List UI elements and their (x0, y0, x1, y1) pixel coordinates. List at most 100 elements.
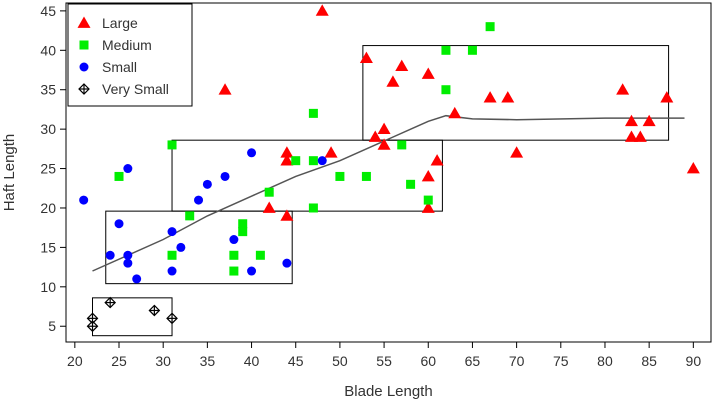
point-large (624, 114, 638, 127)
point-small (317, 156, 327, 166)
point-large (660, 91, 674, 103)
x-tick-label: 80 (597, 353, 613, 369)
legend-marker-small (79, 62, 89, 72)
x-axis-label: Blade Length (344, 383, 432, 400)
x-tick-label: 60 (420, 353, 436, 369)
plot-frame (65, 2, 712, 343)
point-medium (167, 250, 177, 260)
point-very-small (86, 312, 99, 325)
point-medium (229, 250, 239, 260)
point-large (377, 138, 391, 150)
point-small (220, 171, 230, 181)
point-medium (291, 156, 301, 166)
y-tick-label: 30 (40, 121, 56, 137)
legend: Large Medium Small Very Small (67, 3, 193, 107)
point-medium (406, 179, 416, 189)
x-tick-label: 70 (509, 353, 525, 369)
y-tick-label: 40 (40, 42, 56, 58)
y-axis: 5 10 15 20 25 30 35 40 45 (40, 3, 66, 334)
point-large (501, 91, 515, 103)
point-medium (308, 108, 318, 118)
point-small (247, 266, 257, 276)
point-large (642, 114, 656, 127)
point-small (176, 242, 186, 252)
point-small (132, 274, 142, 284)
point-large (483, 91, 497, 103)
legend-label-small: Small (102, 59, 137, 75)
data-points (79, 4, 700, 333)
cluster-box (105, 210, 293, 285)
point-small (123, 164, 133, 174)
point-very-small (148, 304, 161, 317)
point-medium (114, 171, 124, 181)
point-small (282, 258, 292, 268)
point-medium (167, 140, 177, 150)
point-large (218, 83, 232, 95)
point-medium (308, 156, 318, 166)
point-medium (255, 250, 265, 260)
cluster-boxes (92, 45, 670, 337)
point-large (430, 154, 444, 166)
point-large (324, 146, 338, 158)
point-large (377, 122, 391, 135)
y-tick-label: 45 (40, 3, 56, 19)
point-large (315, 4, 329, 16)
x-tick-label: 45 (288, 353, 304, 369)
point-small (202, 179, 212, 189)
point-large (280, 209, 294, 221)
cluster-box (92, 297, 173, 337)
point-medium (238, 219, 248, 229)
legend-label-very-small: Very Small (102, 81, 169, 97)
x-tick-label: 40 (244, 353, 260, 369)
point-large (624, 130, 638, 142)
y-tick-label: 10 (40, 279, 56, 295)
point-medium (441, 85, 451, 95)
point-large (510, 146, 524, 158)
point-large (686, 162, 700, 174)
point-medium (361, 171, 371, 181)
point-small (247, 148, 257, 158)
x-tick-label: 35 (200, 353, 216, 369)
point-large (421, 67, 435, 79)
point-medium (423, 195, 433, 205)
point-small (123, 258, 133, 268)
point-large (633, 130, 647, 142)
y-tick-label: 15 (40, 239, 56, 255)
x-tick-label: 85 (641, 353, 657, 369)
y-tick-label: 20 (40, 200, 56, 216)
point-large (421, 169, 435, 182)
point-small (105, 250, 115, 260)
point-medium (229, 266, 239, 276)
cluster-box (171, 139, 443, 212)
y-tick-label: 35 (40, 82, 56, 98)
x-tick-label: 25 (111, 353, 127, 369)
point-medium (441, 45, 451, 55)
x-tick-label: 75 (553, 353, 569, 369)
legend-marker-medium (79, 40, 89, 50)
y-axis-label: Haft Length (1, 134, 18, 212)
point-large (280, 154, 294, 166)
point-large (368, 130, 382, 142)
point-very-small (166, 312, 178, 325)
point-small (167, 266, 177, 276)
legend-marker-very-small (78, 83, 90, 95)
legend-label-medium: Medium (102, 37, 152, 53)
point-medium (335, 171, 345, 181)
point-large (262, 201, 276, 213)
legend-marker-large (77, 16, 91, 28)
point-small (123, 250, 133, 260)
point-medium (485, 22, 495, 32)
point-small (114, 219, 124, 229)
x-tick-label: 20 (67, 353, 83, 369)
point-small (79, 195, 89, 205)
point-medium (397, 140, 407, 150)
point-small (229, 235, 239, 245)
point-small (194, 195, 204, 205)
point-small (167, 227, 177, 237)
point-large (386, 75, 400, 87)
x-tick-label: 50 (332, 353, 348, 369)
point-medium (238, 227, 248, 237)
legend-label-large: Large (102, 15, 138, 31)
x-tick-label: 30 (155, 353, 171, 369)
